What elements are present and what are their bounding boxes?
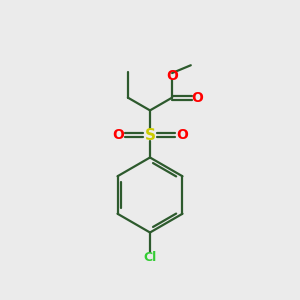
- Text: O: O: [191, 91, 203, 105]
- Text: O: O: [176, 128, 188, 142]
- Text: Cl: Cl: [143, 251, 157, 264]
- Text: O: O: [112, 128, 124, 142]
- Text: S: S: [145, 128, 155, 142]
- Text: O: O: [166, 69, 178, 83]
